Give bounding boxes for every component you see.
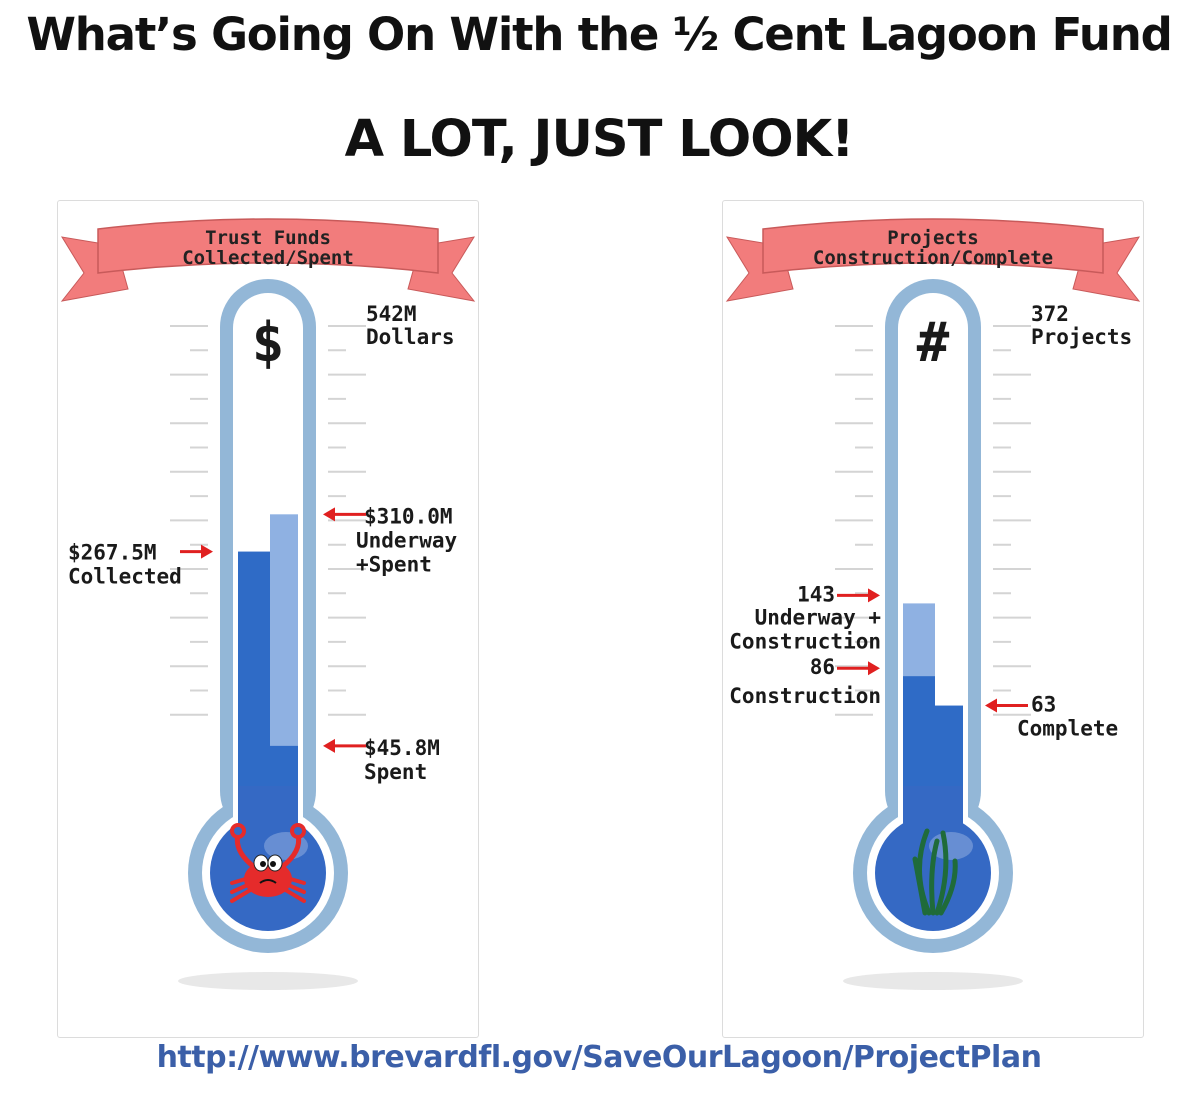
- page-subtitle: A LOT, JUST LOOK!: [344, 110, 855, 169]
- spent-arrow: [323, 738, 366, 753]
- scale-ticks: [835, 325, 1031, 716]
- projects-thermometer-panel: Projects Construction/Complete #372 Project…: [722, 200, 1144, 1038]
- scale-ticks: [170, 325, 366, 716]
- spent-label: Spent: [364, 760, 427, 784]
- bar-construction: [903, 676, 935, 786]
- bar-complete: [935, 705, 963, 786]
- underway-spent-arrow: [323, 507, 366, 522]
- chart-title-line: Construction/Complete: [813, 247, 1053, 269]
- construction-arrow: [837, 661, 880, 676]
- thermometer-shadow: [178, 972, 358, 990]
- underway-construction-label: 143: [797, 582, 835, 606]
- underway-spent-label: Underway: [356, 528, 458, 552]
- thermometer-shadow: [843, 972, 1023, 990]
- thermometer-symbol: #: [917, 311, 950, 374]
- complete-arrow: [985, 698, 1028, 713]
- underway-construction-label: Construction: [729, 629, 881, 653]
- construction-label: Construction: [729, 684, 881, 708]
- construction-label: 86: [810, 655, 835, 679]
- underway-spent-label: $310.0M: [364, 504, 453, 528]
- max-value-label: 372: [1031, 302, 1069, 326]
- seagrass-icon: [912, 828, 958, 916]
- max-value-label: 542M: [366, 302, 417, 326]
- banner-body: [97, 218, 439, 274]
- collected-arrow: [180, 544, 213, 559]
- spent-label: $45.8M: [364, 736, 440, 760]
- complete-label: Complete: [1017, 717, 1118, 741]
- page-title: What’s Going On With the ½ Cent Lagoon F…: [26, 8, 1172, 61]
- bar-series: [903, 603, 963, 786]
- max-value-label: Dollars: [366, 325, 455, 349]
- banner-body: [762, 218, 1104, 274]
- chart-title-line: Collected/Spent: [182, 247, 354, 269]
- max-value-label: Projects: [1031, 325, 1132, 349]
- bar-collected: [238, 551, 270, 786]
- collected-label: Collected: [68, 565, 182, 589]
- underway-construction-arrow: [837, 588, 880, 603]
- underway-spent-label: +Spent: [356, 552, 432, 576]
- trust-funds-thermometer-panel: Trust Funds Collected/Spent $542M Dollars $2…: [57, 200, 479, 1038]
- underway-construction-label: Underway +: [755, 605, 881, 629]
- complete-label: 63: [1031, 693, 1056, 717]
- bar-underway-spent: [270, 514, 298, 786]
- thermometer-symbol: $: [252, 311, 285, 374]
- chart-title-line: Projects: [887, 227, 979, 249]
- bulb-neck: [903, 786, 963, 826]
- source-url-link[interactable]: http://www.brevardfl.gov/SaveOurLagoon/P…: [156, 1040, 1042, 1075]
- collected-label: $267.5M: [68, 541, 157, 565]
- bulb-highlight: [929, 832, 973, 860]
- chart-title-line: Trust Funds: [205, 227, 331, 249]
- bar-series: [238, 514, 298, 786]
- bulb-neck: [238, 786, 298, 826]
- bar-spent: [270, 745, 298, 786]
- crab-icon: [230, 823, 306, 903]
